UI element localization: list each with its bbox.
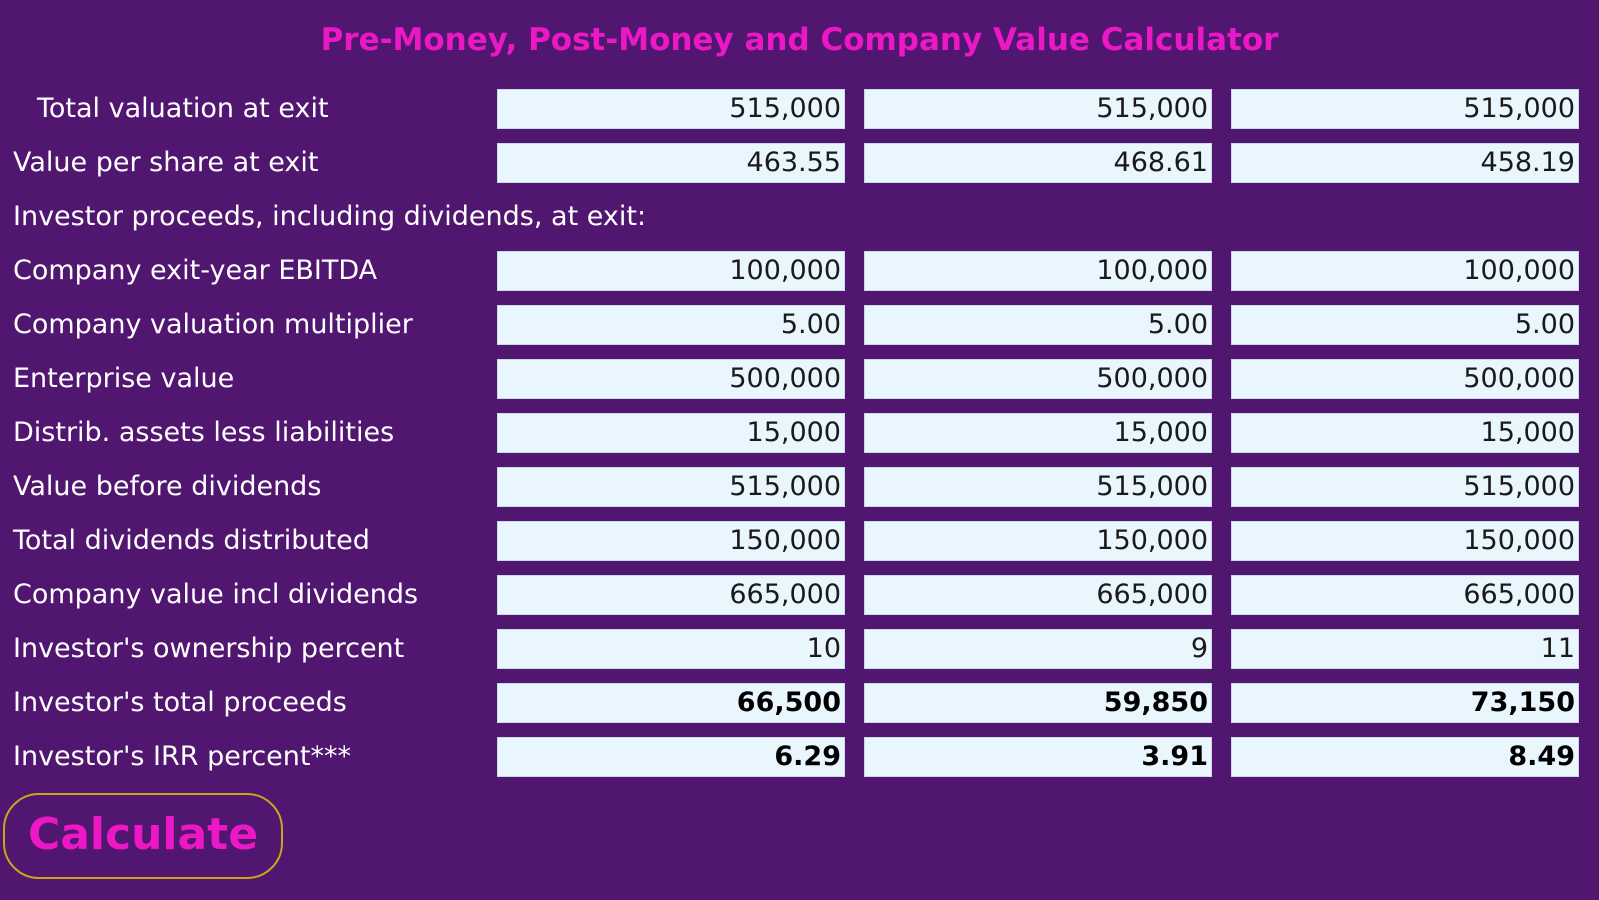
value-field[interactable]: 468.61 xyxy=(864,143,1212,183)
row-label: Total dividends distributed xyxy=(13,525,370,556)
value-field[interactable]: 515,000 xyxy=(864,89,1212,129)
section-investor-proceeds: Investor proceeds, including dividends, … xyxy=(0,196,1599,238)
row-label: Company value incl dividends xyxy=(13,579,419,610)
value-field[interactable]: 5.00 xyxy=(497,305,845,345)
row-label: Enterprise value xyxy=(13,363,235,394)
row-enterprise-value: Enterprise value 500,000 500,000 500,000 xyxy=(0,358,1599,400)
value-field[interactable]: 665,000 xyxy=(1231,575,1579,615)
value-field[interactable]: 100,000 xyxy=(864,251,1212,291)
result-field[interactable]: 73,150 xyxy=(1231,683,1579,723)
section-heading: Investor proceeds, including dividends, … xyxy=(13,201,647,232)
row-label: Investor's IRR percent*** xyxy=(13,741,351,772)
row-company-exit-year-ebitda: Company exit-year EBITDA 100,000 100,000… xyxy=(0,250,1599,292)
result-field[interactable]: 66,500 xyxy=(497,683,845,723)
value-field[interactable]: 100,000 xyxy=(497,251,845,291)
row-company-valuation-multiplier: Company valuation multiplier 5.00 5.00 5… xyxy=(0,304,1599,346)
result-field[interactable]: 59,850 xyxy=(864,683,1212,723)
value-field[interactable]: 500,000 xyxy=(1231,359,1579,399)
value-field[interactable]: 15,000 xyxy=(864,413,1212,453)
value-field[interactable]: 10 xyxy=(497,629,845,669)
page-title: Pre-Money, Post-Money and Company Value … xyxy=(320,22,1279,58)
row-label: Total valuation at exit xyxy=(37,93,329,124)
value-field[interactable]: 9 xyxy=(864,629,1212,669)
value-field[interactable]: 515,000 xyxy=(497,89,845,129)
calculate-button[interactable]: Calculate xyxy=(3,793,283,879)
row-label: Investor's total proceeds xyxy=(13,687,347,718)
row-investor-total-proceeds: Investor's total proceeds 66,500 59,850 … xyxy=(0,682,1599,724)
value-field[interactable]: 458.19 xyxy=(1231,143,1579,183)
value-field[interactable]: 500,000 xyxy=(864,359,1212,399)
result-field[interactable]: 3.91 xyxy=(864,737,1212,777)
value-field[interactable]: 150,000 xyxy=(497,521,845,561)
row-label: Company exit-year EBITDA xyxy=(13,255,378,286)
row-label: Value before dividends xyxy=(13,471,322,502)
result-field[interactable]: 8.49 xyxy=(1231,737,1579,777)
value-field[interactable]: 665,000 xyxy=(864,575,1212,615)
value-field[interactable]: 5.00 xyxy=(1231,305,1579,345)
value-field[interactable]: 15,000 xyxy=(1231,413,1579,453)
row-label: Investor's ownership percent xyxy=(13,633,405,664)
row-label: Company valuation multiplier xyxy=(13,309,413,340)
value-field[interactable]: 515,000 xyxy=(497,467,845,507)
value-field[interactable]: 500,000 xyxy=(497,359,845,399)
value-field[interactable]: 100,000 xyxy=(1231,251,1579,291)
row-total-valuation-at-exit: Total valuation at exit 515,000 515,000 … xyxy=(0,88,1599,130)
value-field[interactable]: 463.55 xyxy=(497,143,845,183)
row-label: Value per share at exit xyxy=(13,147,319,178)
row-investor-irr-percent: Investor's IRR percent*** 6.29 3.91 8.49 xyxy=(0,736,1599,778)
row-total-dividends-distributed: Total dividends distributed 150,000 150,… xyxy=(0,520,1599,562)
value-field[interactable]: 150,000 xyxy=(864,521,1212,561)
value-field[interactable]: 15,000 xyxy=(497,413,845,453)
value-field[interactable]: 11 xyxy=(1231,629,1579,669)
value-field[interactable]: 665,000 xyxy=(497,575,845,615)
result-field[interactable]: 6.29 xyxy=(497,737,845,777)
row-value-before-dividends: Value before dividends 515,000 515,000 5… xyxy=(0,466,1599,508)
row-value-per-share-at-exit: Value per share at exit 463.55 468.61 45… xyxy=(0,142,1599,184)
value-field[interactable]: 515,000 xyxy=(1231,89,1579,129)
value-field[interactable]: 150,000 xyxy=(1231,521,1579,561)
row-investor-ownership-percent: Investor's ownership percent 10 9 11 xyxy=(0,628,1599,670)
value-field[interactable]: 515,000 xyxy=(1231,467,1579,507)
row-company-value-incl-dividends: Company value incl dividends 665,000 665… xyxy=(0,574,1599,616)
value-field[interactable]: 515,000 xyxy=(864,467,1212,507)
row-label: Distrib. assets less liabilities xyxy=(13,417,395,448)
value-field[interactable]: 5.00 xyxy=(864,305,1212,345)
row-distrib-assets-less-liabilities: Distrib. assets less liabilities 15,000 … xyxy=(0,412,1599,454)
